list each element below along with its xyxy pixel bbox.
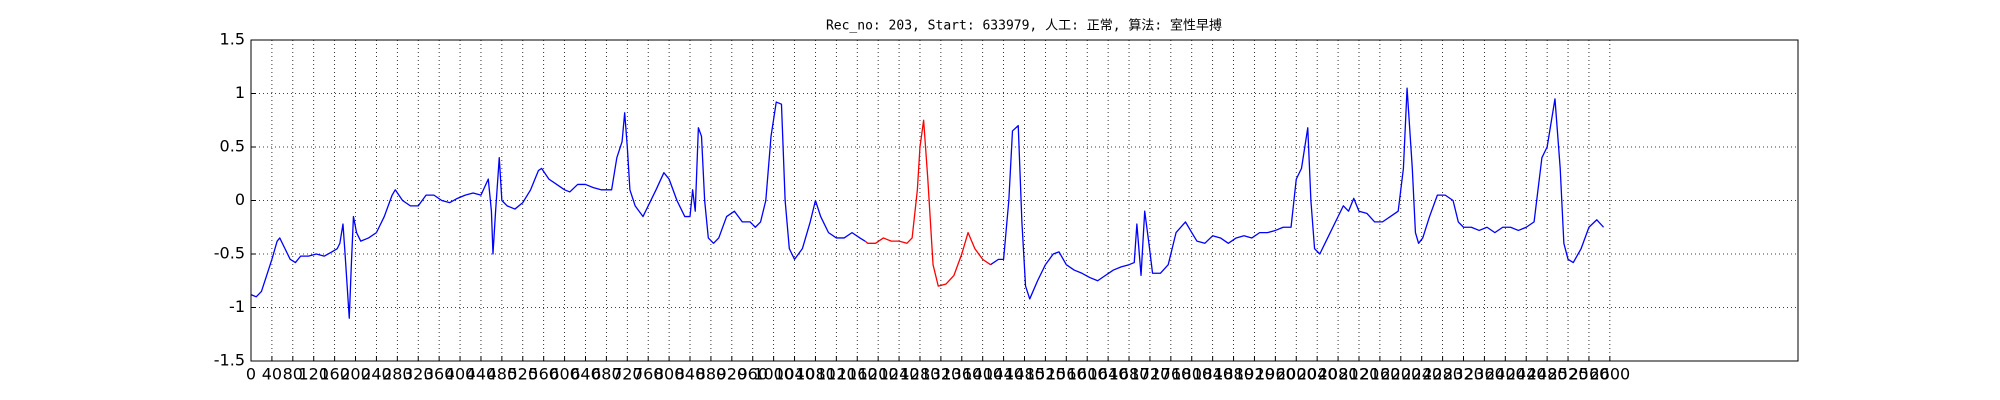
x-tick-label: 0: [246, 365, 256, 384]
x-tick-label: 960: [737, 365, 768, 384]
x-tick-label: 1200: [858, 365, 899, 384]
plot-frame: [250, 39, 1799, 362]
x-tick-label: 1880: [1213, 365, 1254, 384]
x-tick-label: 1000: [753, 365, 794, 384]
x-tick-label: 2200: [1380, 365, 1421, 384]
x-tick-label: 80: [283, 365, 303, 384]
x-tick-label: 1480: [1004, 365, 1045, 384]
x-tick-label: 1800: [1171, 365, 1212, 384]
x-tick-label: 1320: [921, 365, 962, 384]
x-tick-label: 600: [549, 365, 580, 384]
x-tick-label: 640: [570, 365, 601, 384]
x-tick-label: 680: [591, 365, 622, 384]
x-tick-label: 1440: [983, 365, 1024, 384]
chart-title: Rec_no: 203, Start: 633979, 人工: 正常, 算法: …: [826, 18, 1222, 34]
x-tick-label: 1600: [1067, 365, 1108, 384]
x-tick-label: 1160: [837, 365, 878, 384]
x-tick-label: 2080: [1318, 365, 1359, 384]
x-tick-label: 1400: [962, 365, 1003, 384]
x-tick-label: 1640: [1088, 365, 1129, 384]
x-tick-label: 1280: [900, 365, 941, 384]
x-tick-label: 280: [382, 365, 413, 384]
x-tick-label: 120: [298, 365, 329, 384]
y-tick-label: 1: [235, 83, 245, 102]
x-tick-label: 2480: [1527, 365, 1568, 384]
x-tick-label: 1120: [816, 365, 857, 384]
x-tick-label: 2000: [1276, 365, 1317, 384]
x-tick-label: 200: [340, 365, 371, 384]
x-tick-label: 320: [403, 365, 434, 384]
x-tick-label: 560: [528, 365, 559, 384]
y-tick-label: -0.5: [214, 244, 245, 263]
x-tick-label: 2320: [1443, 365, 1484, 384]
x-tick-label: 1080: [795, 365, 836, 384]
x-tick-label: 400: [445, 365, 476, 384]
x-tick-label: 2240: [1401, 365, 1442, 384]
x-tick-label: 1680: [1109, 365, 1150, 384]
x-tick-label: 1240: [879, 365, 920, 384]
x-tick-label: 880: [696, 365, 727, 384]
signal-line: [864, 119, 991, 287]
x-tick-label: 2440: [1506, 365, 1547, 384]
x-tick-label: 2160: [1360, 365, 1401, 384]
x-tick-label: 480: [487, 365, 518, 384]
x-tick-label: 2280: [1422, 365, 1463, 384]
x-tick-label: 720: [612, 365, 643, 384]
x-tick-label: 1360: [941, 365, 982, 384]
x-tick-label: 2360: [1464, 365, 1505, 384]
x-tick-label: 1720: [1130, 365, 1171, 384]
x-tick-label: 800: [654, 365, 685, 384]
x-tick-label: 360: [424, 365, 455, 384]
x-tick-label: 840: [675, 365, 706, 384]
y-tick-label: 0.5: [220, 137, 245, 156]
y-tick-label: 0: [235, 190, 245, 209]
x-tick-label: 2400: [1485, 365, 1526, 384]
x-tick-label: 440: [466, 365, 497, 384]
x-tick-label: 1560: [1046, 365, 1087, 384]
x-tick-label: 2120: [1339, 365, 1380, 384]
y-tick-label: 1.5: [220, 30, 245, 49]
x-tick-label: 1920: [1234, 365, 1275, 384]
x-tick-label: 760: [633, 365, 664, 384]
x-tick-label: 1760: [1150, 365, 1191, 384]
x-tick-label: 1040: [774, 365, 815, 384]
x-tick-label: 2040: [1297, 365, 1338, 384]
x-tick-label: 1520: [1025, 365, 1066, 384]
x-tick-label: 1840: [1192, 365, 1233, 384]
x-tick-label: 520: [507, 365, 538, 384]
y-tick-label: -1: [229, 297, 245, 316]
x-tick-label: 920: [717, 365, 748, 384]
x-tick-label: 160: [319, 365, 350, 384]
x-tick-label: 2520: [1548, 365, 1589, 384]
x-tick-label: 1960: [1255, 365, 1296, 384]
x-tick-label: 2600: [1589, 365, 1630, 384]
y-tick-label: -1.5: [214, 351, 245, 370]
x-tick-label: 240: [361, 365, 392, 384]
signal-line: [250, 87, 1605, 319]
x-tick-label: 2560: [1569, 365, 1610, 384]
x-tick-label: 40: [262, 365, 282, 384]
